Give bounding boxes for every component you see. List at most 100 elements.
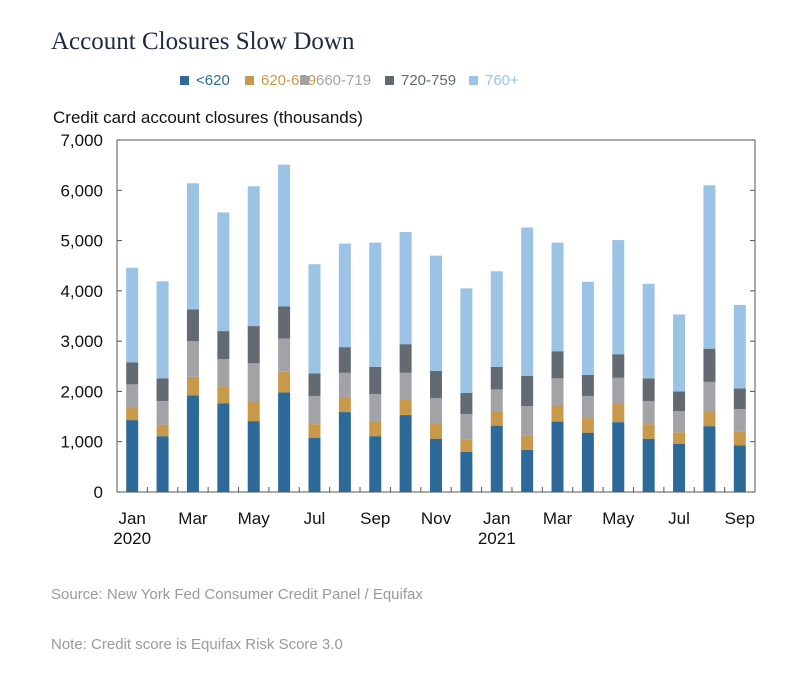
- bar-segment: [460, 439, 473, 452]
- bar-segment: [186, 376, 199, 396]
- bar-segment: [217, 212, 230, 332]
- bar-segment: [430, 255, 442, 371]
- bar-segment: [126, 267, 139, 363]
- bar-segment: [673, 432, 686, 444]
- x-tick-label: Jul: [668, 509, 690, 528]
- bar-segment: [186, 183, 199, 310]
- bar-segment: [460, 288, 473, 393]
- bar-segment: [247, 186, 260, 327]
- bar-segment: [551, 421, 564, 492]
- bar-segment: [733, 445, 746, 492]
- bar-segment: [338, 243, 351, 348]
- bar-segment: [156, 378, 169, 401]
- bar-segment: [126, 362, 139, 385]
- bar-segment: [247, 401, 260, 422]
- bar-segment: [156, 436, 169, 492]
- legend-swatch: [180, 76, 189, 85]
- bar-segment: [430, 370, 442, 398]
- bar-segment: [642, 283, 655, 379]
- bar-segment: [733, 409, 746, 432]
- bar-segment: [308, 373, 321, 396]
- legend-swatch: [245, 76, 254, 85]
- bar-segment: [733, 388, 746, 410]
- bar-segment: [612, 422, 625, 492]
- bar-segment: [217, 331, 230, 360]
- y-tick-label: 0: [94, 483, 103, 502]
- legend-label: 760+: [485, 72, 519, 89]
- bar-segment: [612, 240, 625, 355]
- y-tick-label: 7,000: [60, 131, 103, 150]
- bar-segment: [581, 432, 594, 492]
- bar-segment: [399, 399, 412, 416]
- bar-segment: [642, 424, 655, 439]
- bar-segment: [186, 341, 199, 377]
- legend-swatch: [300, 76, 309, 85]
- bar-segment: [642, 438, 655, 492]
- plot-frame: [116, 139, 756, 493]
- bar-segment: [581, 374, 594, 396]
- bar-segment: [430, 423, 442, 439]
- bar-segment: [521, 227, 534, 376]
- bar-segment: [278, 392, 291, 492]
- legend-item: 760+: [469, 72, 519, 89]
- legend-item: 720-759: [385, 72, 456, 89]
- y-tick-label: 6,000: [60, 181, 103, 200]
- bar-segment: [490, 366, 503, 390]
- bar-segment: [369, 242, 382, 367]
- bar-segment: [521, 406, 534, 436]
- x-tick-year-label: 2021: [478, 529, 516, 548]
- legend-swatch: [469, 76, 478, 85]
- chart-title: Account Closures Slow Down: [51, 28, 355, 55]
- bar-segment: [460, 451, 473, 492]
- bar-segment: [703, 185, 716, 349]
- bar-segment: [308, 437, 321, 492]
- footnote: Note: Credit score is Equifax Risk Score…: [51, 636, 343, 653]
- bar-segment: [642, 400, 655, 425]
- bar-segment: [156, 400, 169, 425]
- bar-segment: [551, 405, 564, 422]
- y-tick-label: 3,000: [60, 332, 103, 351]
- bar-segment: [642, 378, 655, 401]
- x-tick-label: Jul: [304, 509, 326, 528]
- x-tick-label: Sep: [725, 509, 755, 528]
- bar-segment: [399, 232, 412, 345]
- x-tick-label: Mar: [178, 509, 208, 528]
- bar-segment: [673, 314, 686, 392]
- legend-label: <620: [196, 72, 230, 89]
- bar-segment: [278, 338, 291, 372]
- bar-segment: [369, 421, 382, 437]
- bar-segment: [308, 395, 321, 425]
- source-note: Source: New York Fed Consumer Credit Pan…: [51, 586, 423, 603]
- bar-segment: [126, 384, 139, 409]
- bar-segment: [247, 326, 260, 364]
- y-tick-label: 4,000: [60, 282, 103, 301]
- bar-segment: [581, 281, 594, 375]
- y-tick-label: 1,000: [60, 433, 103, 452]
- bar-segment: [521, 449, 534, 492]
- bar-segment: [612, 377, 625, 404]
- bar-segment: [581, 395, 594, 419]
- legend: <620 620-659 660-719 720-759 760+: [0, 72, 800, 92]
- bar-segment: [490, 411, 503, 426]
- bar-segment: [521, 435, 534, 450]
- bar-segment: [490, 389, 503, 412]
- x-tick-label: May: [238, 509, 271, 528]
- x-tick-label: Jan: [483, 509, 510, 528]
- bar-segment: [247, 363, 260, 402]
- bar-segment: [278, 306, 291, 339]
- bar-segment: [551, 351, 564, 379]
- bar-segment: [673, 443, 686, 492]
- bar-segment: [156, 281, 169, 379]
- bar-segment: [460, 414, 473, 440]
- bar-segment: [399, 344, 412, 373]
- bar-segment: [612, 354, 625, 378]
- bar-segment: [247, 421, 260, 492]
- bar-segment: [733, 304, 746, 389]
- bar-segment: [186, 309, 199, 342]
- legend-label: 720-759: [401, 72, 457, 89]
- bar-segment: [703, 381, 716, 412]
- x-tick-label: May: [602, 509, 635, 528]
- bar-segment: [399, 372, 412, 400]
- x-tick-label: Nov: [421, 509, 452, 528]
